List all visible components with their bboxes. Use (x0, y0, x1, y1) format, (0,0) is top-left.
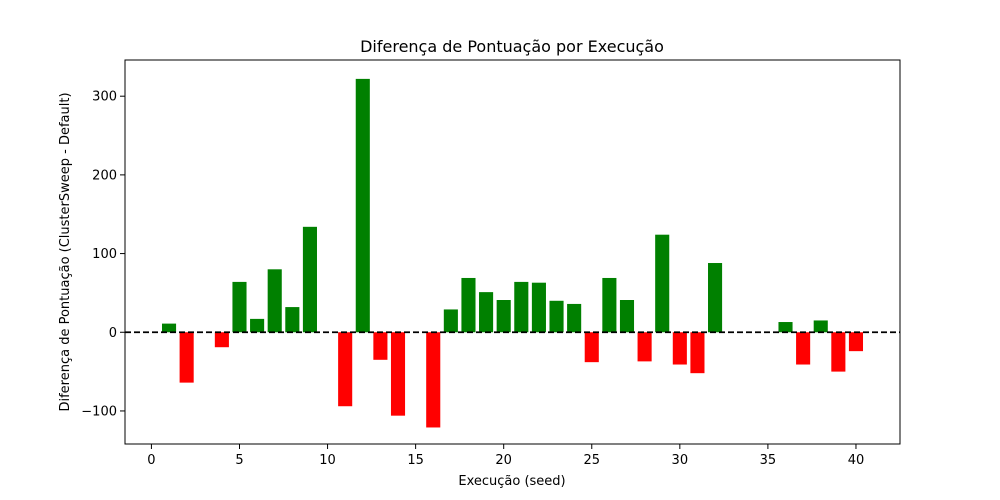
bar-seed-17 (443, 309, 458, 333)
bar-seed-40 (848, 332, 864, 352)
bar-seed-1 (161, 323, 177, 333)
y-axis-label: Diferença de Pontuação (ClusterSweep - D… (58, 92, 73, 411)
bar-seed-5 (232, 281, 247, 333)
x-tick-label: 20 (495, 453, 512, 468)
bar-seed-21 (514, 281, 529, 333)
bars-group (161, 78, 864, 428)
bar-seed-23 (549, 300, 564, 333)
bar-seed-36 (778, 322, 793, 333)
x-axis-ticks: 0 5 10 15 20 25 30 35 40 (147, 444, 864, 468)
bar-seed-24 (567, 303, 582, 333)
bar-seed-11 (338, 332, 353, 407)
x-axis-label: Execução (seed) (458, 474, 565, 489)
bar-seed-7 (267, 269, 282, 333)
bar-seed-8 (285, 307, 300, 333)
bar-seed-38 (813, 320, 828, 333)
bar-seed-16 (426, 332, 441, 428)
bar-seed-29 (655, 234, 670, 333)
x-tick-label: 25 (583, 453, 600, 468)
bar-seed-39 (831, 332, 846, 372)
bar-seed-32 (708, 263, 723, 333)
bar-seed-31 (690, 332, 705, 374)
x-tick-label: 30 (672, 453, 689, 468)
x-tick-label: 15 (407, 453, 424, 468)
bar-seed-20 (496, 300, 511, 333)
bar-seed-18 (461, 277, 476, 333)
bar-seed-37 (796, 332, 811, 365)
bar-seed-22 (531, 282, 546, 333)
y-tick-label: 300 (92, 90, 117, 105)
bar-seed-14 (390, 332, 406, 416)
bar-seed-2 (179, 332, 194, 383)
bar-seed-13 (373, 332, 388, 360)
x-tick-label: 35 (760, 453, 777, 468)
chart-title: Diferença de Pontuação por Execução (360, 37, 664, 56)
y-tick-label: 0 (109, 326, 117, 341)
x-tick-label: 40 (848, 453, 865, 468)
bar-seed-9 (302, 226, 317, 333)
x-tick-label: 0 (147, 453, 155, 468)
y-tick-label: 100 (92, 247, 117, 262)
bar-seed-19 (479, 292, 494, 333)
x-tick-label: 10 (319, 453, 336, 468)
bar-seed-26 (602, 277, 617, 333)
y-tick-label: 200 (92, 168, 117, 183)
bar-seed-28 (637, 332, 652, 362)
bar-seed-30 (672, 332, 687, 365)
bar-seed-25 (584, 332, 599, 363)
y-axis-ticks: −100 0 100 200 300 (81, 90, 125, 419)
plot-area-frame (124, 59, 901, 445)
x-tick-label: 5 (235, 453, 243, 468)
bar-seed-27 (619, 300, 635, 333)
bar-seed-4 (214, 332, 229, 348)
y-tick-label: −100 (81, 404, 117, 419)
bar-seed-12 (355, 78, 370, 333)
bar-seed-6 (250, 318, 265, 333)
